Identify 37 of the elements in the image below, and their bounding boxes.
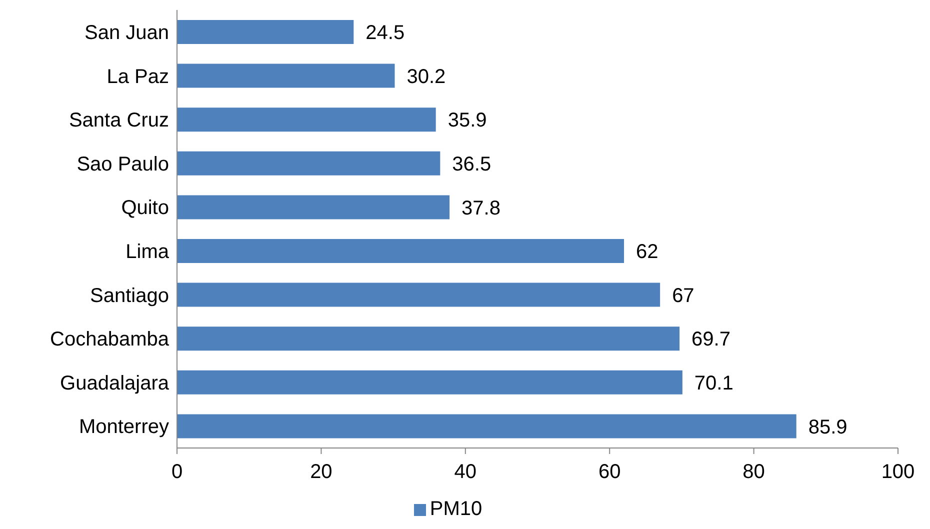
x-tick-label: 80 xyxy=(742,461,765,484)
x-tick-label: 100 xyxy=(881,461,915,484)
bar xyxy=(177,151,440,176)
legend-label: PM10 xyxy=(430,498,482,520)
data-label: 35.9 xyxy=(448,110,487,132)
y-tick-label: Santiago xyxy=(90,284,169,307)
data-label: 37.8 xyxy=(462,197,500,220)
bar xyxy=(177,64,395,88)
y-tick-label: Cochabamba xyxy=(50,328,170,351)
bar xyxy=(177,20,354,44)
data-label: 70.1 xyxy=(694,372,734,394)
x-tick-label: 60 xyxy=(598,461,621,484)
data-label: 69.7 xyxy=(692,328,730,351)
x-tick-label: 0 xyxy=(171,461,183,484)
y-tick-label: Quito xyxy=(121,197,169,220)
data-label: 62 xyxy=(636,241,658,264)
x-tick-label: 40 xyxy=(454,461,477,484)
data-label: 67 xyxy=(672,284,694,307)
y-tick-label: Santa Cruz xyxy=(68,110,169,132)
data-label: 30.2 xyxy=(406,66,446,88)
bar xyxy=(177,414,796,438)
data-label: 85.9 xyxy=(808,416,848,438)
bar xyxy=(177,239,624,263)
bar xyxy=(177,282,660,307)
y-tick-label: Monterrey xyxy=(78,416,169,438)
bar xyxy=(177,326,680,351)
y-tick-label: San Juan xyxy=(84,22,169,44)
y-tick-label: Sao Paulo xyxy=(76,153,169,176)
x-tick-label: 20 xyxy=(310,461,332,484)
y-tick-label: La Paz xyxy=(106,66,169,88)
data-label: 24.5 xyxy=(366,22,405,44)
bar xyxy=(177,108,436,132)
data-label: 36.5 xyxy=(452,154,492,176)
y-tick-label: Lima xyxy=(126,241,170,263)
bar xyxy=(177,195,450,220)
bar xyxy=(177,370,682,394)
y-tick-label: Guadalajara xyxy=(60,372,170,394)
